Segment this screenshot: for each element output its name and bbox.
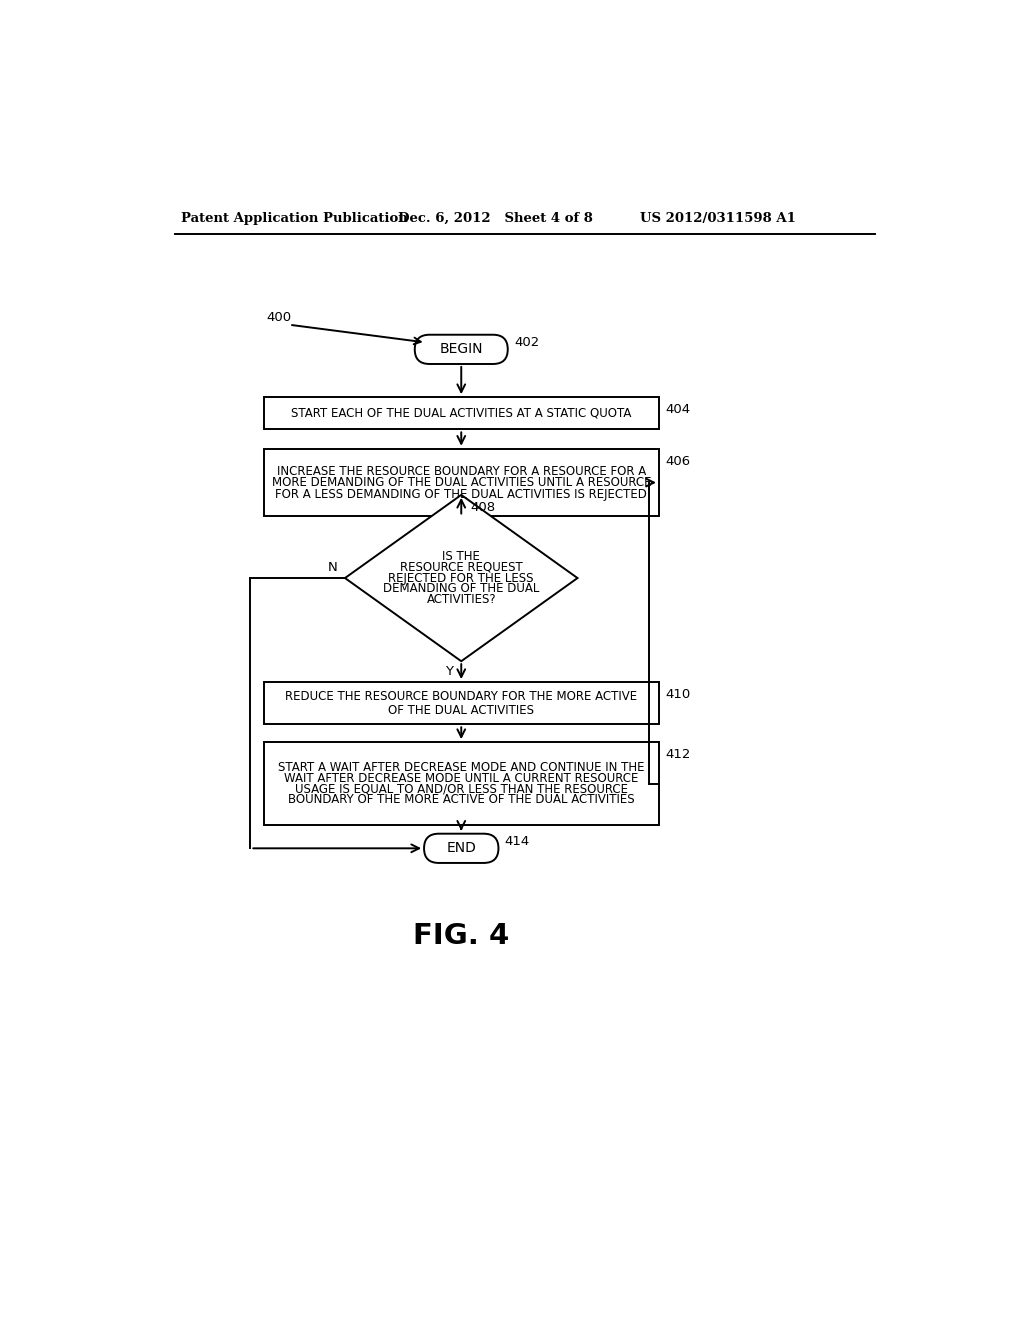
Text: START EACH OF THE DUAL ACTIVITIES AT A STATIC QUOTA: START EACH OF THE DUAL ACTIVITIES AT A S…	[291, 407, 632, 420]
Text: DEMANDING OF THE DUAL: DEMANDING OF THE DUAL	[383, 582, 540, 595]
Text: Patent Application Publication: Patent Application Publication	[180, 213, 408, 224]
Text: ACTIVITIES?: ACTIVITIES?	[426, 593, 496, 606]
Text: BOUNDARY OF THE MORE ACTIVE OF THE DUAL ACTIVITIES: BOUNDARY OF THE MORE ACTIVE OF THE DUAL …	[288, 793, 635, 807]
FancyBboxPatch shape	[263, 397, 658, 429]
FancyBboxPatch shape	[263, 682, 658, 725]
FancyBboxPatch shape	[263, 742, 658, 825]
Text: END: END	[446, 841, 476, 855]
Text: Y: Y	[444, 665, 453, 678]
FancyBboxPatch shape	[263, 449, 658, 516]
Text: 406: 406	[665, 455, 690, 467]
Text: WAIT AFTER DECREASE MODE UNTIL A CURRENT RESOURCE: WAIT AFTER DECREASE MODE UNTIL A CURRENT…	[284, 772, 638, 785]
FancyBboxPatch shape	[424, 834, 499, 863]
Text: N: N	[328, 561, 337, 574]
Text: Dec. 6, 2012   Sheet 4 of 8: Dec. 6, 2012 Sheet 4 of 8	[397, 213, 593, 224]
Text: 408: 408	[471, 500, 496, 513]
Text: IS THE: IS THE	[442, 550, 480, 564]
Text: 404: 404	[665, 404, 690, 416]
Text: 410: 410	[665, 688, 690, 701]
Text: REJECTED FOR THE LESS: REJECTED FOR THE LESS	[388, 572, 534, 585]
Text: 402: 402	[514, 335, 540, 348]
Text: START A WAIT AFTER DECREASE MODE AND CONTINUE IN THE: START A WAIT AFTER DECREASE MODE AND CON…	[278, 760, 644, 774]
Text: USAGE IS EQUAL TO AND/OR LESS THAN THE RESOURCE: USAGE IS EQUAL TO AND/OR LESS THAN THE R…	[295, 783, 628, 796]
Text: 414: 414	[505, 834, 529, 847]
Polygon shape	[345, 495, 578, 661]
Text: FIG. 4: FIG. 4	[413, 923, 509, 950]
Text: BEGIN: BEGIN	[439, 342, 483, 356]
Text: RESOURCE REQUEST: RESOURCE REQUEST	[400, 561, 522, 574]
Text: 400: 400	[266, 312, 291, 325]
Text: US 2012/0311598 A1: US 2012/0311598 A1	[640, 213, 796, 224]
FancyBboxPatch shape	[415, 335, 508, 364]
Text: MORE DEMANDING OF THE DUAL ACTIVITIES UNTIL A RESOURCE: MORE DEMANDING OF THE DUAL ACTIVITIES UN…	[271, 477, 651, 490]
Text: FOR A LESS DEMANDING OF THE DUAL ACTIVITIES IS REJECTED: FOR A LESS DEMANDING OF THE DUAL ACTIVIT…	[275, 487, 647, 500]
Text: OF THE DUAL ACTIVITIES: OF THE DUAL ACTIVITIES	[388, 704, 535, 717]
Text: INCREASE THE RESOURCE BOUNDARY FOR A RESOURCE FOR A: INCREASE THE RESOURCE BOUNDARY FOR A RES…	[276, 465, 646, 478]
Text: 412: 412	[665, 748, 690, 762]
Text: REDUCE THE RESOURCE BOUNDARY FOR THE MORE ACTIVE: REDUCE THE RESOURCE BOUNDARY FOR THE MOR…	[286, 690, 637, 702]
